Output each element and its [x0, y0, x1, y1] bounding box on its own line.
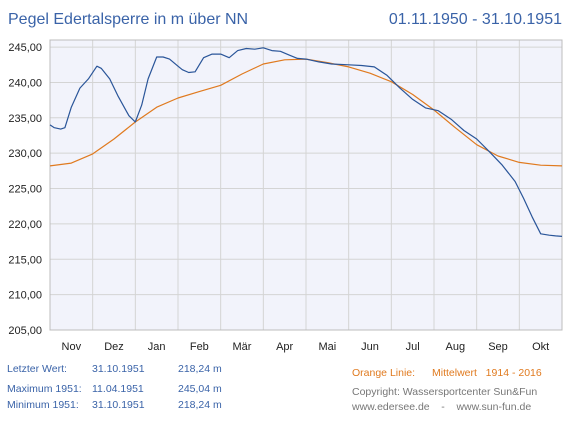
y-tick-label: 210,00	[8, 290, 42, 302]
y-tick-label: 215,00	[8, 254, 42, 266]
last-value-date: 31.10.1951	[92, 363, 145, 375]
chart-title: Pegel Edertalsperre in m über NN	[8, 11, 248, 28]
x-tick-label: Mär	[233, 341, 252, 353]
series-line-1951	[49, 47, 563, 237]
minimum-value: 218,24 m	[178, 399, 222, 411]
y-tick-label: 235,00	[8, 113, 42, 125]
copyright-text: Copyright: Wassersportcenter Sun&Fun	[352, 386, 538, 398]
y-tick-label: 240,00	[8, 77, 42, 89]
x-tick-label: Okt	[532, 341, 549, 353]
x-tick-label: Feb	[190, 341, 209, 353]
x-tick-label: Jul	[406, 341, 420, 353]
last-value-label: Letzter Wert:	[7, 363, 67, 375]
minimum-date: 31.10.1951	[92, 399, 145, 411]
orange-line-description: Mittelwert 1914 - 2016	[432, 367, 542, 379]
last-value: 218,24 m	[178, 363, 222, 375]
date-range: 01.11.1950 - 31.10.1951	[389, 11, 562, 28]
y-tick-label: 220,00	[8, 219, 42, 231]
maximum-date: 11.04.1951	[92, 383, 144, 395]
x-tick-label: Jan	[148, 341, 166, 353]
x-tick-label: Sep	[488, 341, 508, 353]
x-tick-label: Dez	[104, 341, 124, 353]
maximum-value: 245,04 m	[178, 383, 222, 395]
maximum-label: Maximum 1951:	[7, 383, 82, 395]
orange-line-label: Orange Linie:	[352, 367, 416, 379]
y-tick-label: 225,00	[8, 184, 42, 196]
minimum-label: Minimum 1951:	[7, 399, 79, 411]
plot-border	[49, 39, 563, 331]
x-tick-label: Nov	[62, 341, 82, 353]
plot-area: 245,00 240,00 235,00 230,00 225,00 220,00 215,…	[8, 39, 563, 353]
x-tick-label: Aug	[446, 341, 466, 353]
website-links: www.edersee.de - www.sun-fun.de	[352, 401, 532, 413]
x-tick-label: Mai	[318, 341, 336, 353]
y-tick-label: 230,00	[8, 148, 42, 160]
y-tick-label: 245,00	[8, 42, 42, 54]
y-tick-label: 205,00	[8, 325, 42, 337]
x-tick-label: Apr	[276, 341, 293, 353]
x-tick-label: Jun	[361, 341, 379, 353]
